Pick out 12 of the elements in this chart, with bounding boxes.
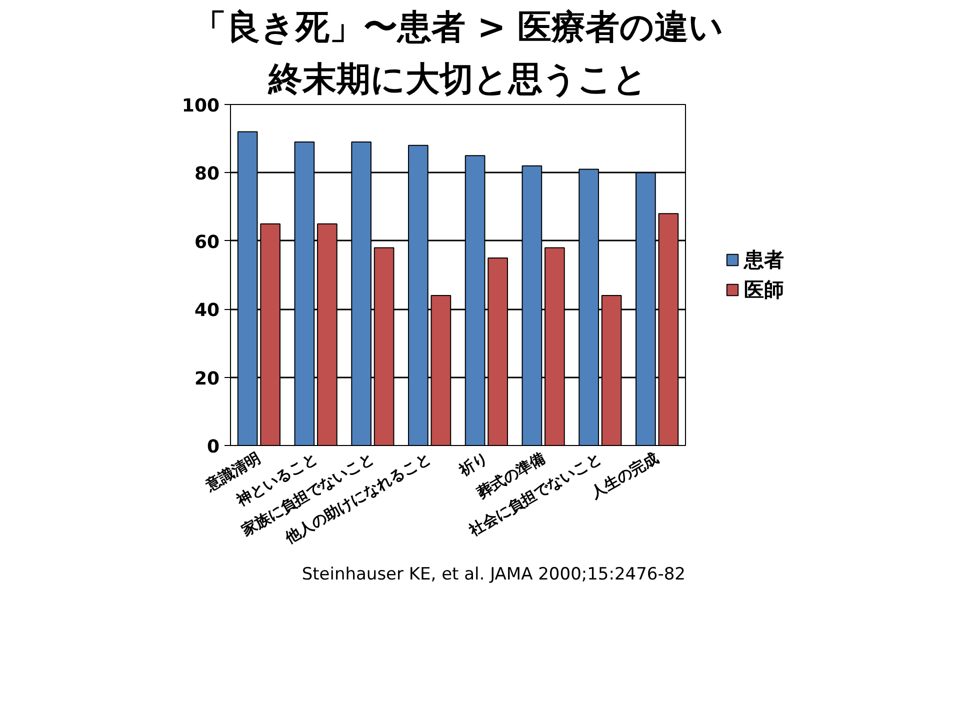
y-tick-label: 40	[194, 300, 220, 322]
legend-label: 患者	[744, 246, 784, 273]
text: Steinhauser KE, et al. JAMA 2000;15:2476-82	[302, 564, 686, 584]
x-tick-label: 祈り	[455, 448, 491, 480]
chart-subtitle: 終末期に大切と思うこと	[268, 60, 648, 100]
chart-title: 「良き死」〜患者 > 医療者の違い	[192, 8, 724, 48]
y-tick-label: 20	[194, 368, 220, 390]
y-tick-label: 0	[206, 436, 220, 458]
y-tick-label: 100	[182, 96, 220, 116]
y-tick-label: 60	[194, 232, 220, 253]
legend-label: 医師	[744, 276, 784, 303]
y-tick-label: 80	[194, 164, 220, 185]
